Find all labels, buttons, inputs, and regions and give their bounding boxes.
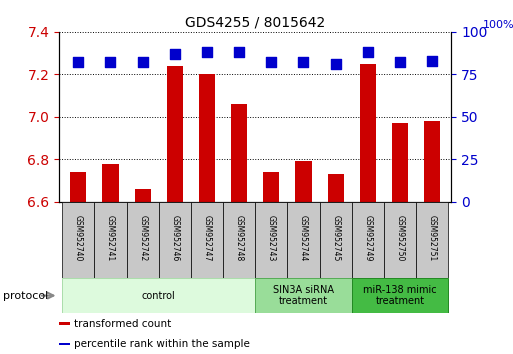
Point xyxy=(235,50,243,55)
Text: protocol: protocol xyxy=(3,291,48,301)
Bar xyxy=(360,64,376,202)
Point xyxy=(171,51,179,57)
Bar xyxy=(167,66,183,202)
Text: GSM952745: GSM952745 xyxy=(331,215,340,262)
Bar xyxy=(231,104,247,202)
Bar xyxy=(159,202,191,278)
Bar xyxy=(255,202,287,278)
Bar xyxy=(191,202,223,278)
Bar xyxy=(199,74,215,202)
Text: GSM952744: GSM952744 xyxy=(299,215,308,262)
Text: GSM952748: GSM952748 xyxy=(234,215,244,262)
Point xyxy=(331,61,340,67)
Point xyxy=(203,50,211,55)
Text: GSM952751: GSM952751 xyxy=(428,215,437,262)
Bar xyxy=(94,202,127,278)
Point xyxy=(139,59,147,65)
Bar xyxy=(424,121,440,202)
Bar xyxy=(255,278,352,313)
Bar xyxy=(320,202,352,278)
Text: GSM952740: GSM952740 xyxy=(74,215,83,262)
Bar xyxy=(384,202,416,278)
Bar xyxy=(416,202,448,278)
Text: GSM952750: GSM952750 xyxy=(396,215,404,262)
Text: GSM952746: GSM952746 xyxy=(170,215,180,262)
Text: GSM952747: GSM952747 xyxy=(203,215,211,262)
Text: miR-138 mimic
treatment: miR-138 mimic treatment xyxy=(363,285,437,307)
Bar xyxy=(70,172,86,202)
Bar xyxy=(62,202,94,278)
Bar xyxy=(392,123,408,202)
Text: percentile rank within the sample: percentile rank within the sample xyxy=(74,339,250,349)
Text: GSM952741: GSM952741 xyxy=(106,215,115,262)
Point xyxy=(428,58,436,64)
Text: 100%: 100% xyxy=(483,20,513,30)
Point xyxy=(74,59,83,65)
Text: transformed count: transformed count xyxy=(74,319,171,329)
Bar xyxy=(59,343,70,345)
Bar xyxy=(103,164,119,202)
Text: SIN3A siRNA
treatment: SIN3A siRNA treatment xyxy=(273,285,334,307)
Text: GSM952742: GSM952742 xyxy=(138,215,147,262)
Point xyxy=(106,59,114,65)
Bar xyxy=(134,189,151,202)
Bar xyxy=(223,202,255,278)
Text: control: control xyxy=(142,291,175,301)
Text: GSM952749: GSM952749 xyxy=(363,215,372,262)
Text: GSM952743: GSM952743 xyxy=(267,215,276,262)
Bar xyxy=(352,278,448,313)
Point xyxy=(267,59,275,65)
Point xyxy=(396,59,404,65)
Point xyxy=(300,59,308,65)
Title: GDS4255 / 8015642: GDS4255 / 8015642 xyxy=(185,15,325,29)
Bar xyxy=(59,322,70,325)
Bar xyxy=(127,202,159,278)
Bar xyxy=(263,172,280,202)
Bar xyxy=(328,174,344,202)
Bar xyxy=(295,161,311,202)
Bar xyxy=(287,202,320,278)
Bar xyxy=(62,278,255,313)
Point xyxy=(364,50,372,55)
Bar xyxy=(352,202,384,278)
